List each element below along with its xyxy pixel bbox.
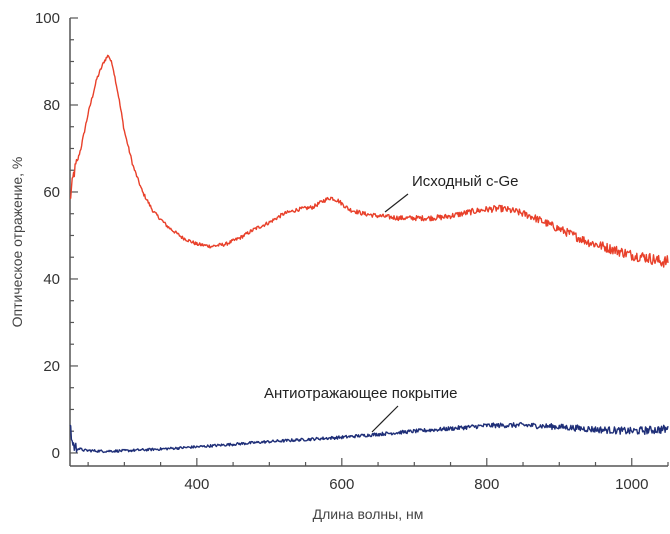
series-line-0 [70, 55, 668, 267]
annotation-label-1: Антиотражающее покрытие [264, 385, 458, 402]
x-tick-label: 800 [474, 476, 499, 493]
x-tick-label: 600 [329, 476, 354, 493]
annotation-leader-1 [372, 406, 398, 432]
annotation-leader-0 [385, 194, 408, 212]
y-tick-label: 20 [43, 358, 60, 375]
x-tick-label: 400 [184, 476, 209, 493]
x-tick-label: 1000 [615, 476, 648, 493]
annotation-label-0: Исходный c-Ge [412, 173, 519, 190]
series-line-1 [70, 423, 668, 453]
y-tick-label: 100 [35, 10, 60, 27]
y-tick-label: 40 [43, 271, 60, 288]
axes: 0 20 40 60 80 100 400 600 800 1000 [35, 10, 668, 493]
x-axis-label: Длина волны, нм [313, 506, 424, 522]
y-tick-label: 80 [43, 97, 60, 114]
y-axis-label: Оптическое отражение, % [9, 157, 25, 328]
y-tick-label: 0 [52, 445, 60, 462]
y-tick-label: 60 [43, 184, 60, 201]
